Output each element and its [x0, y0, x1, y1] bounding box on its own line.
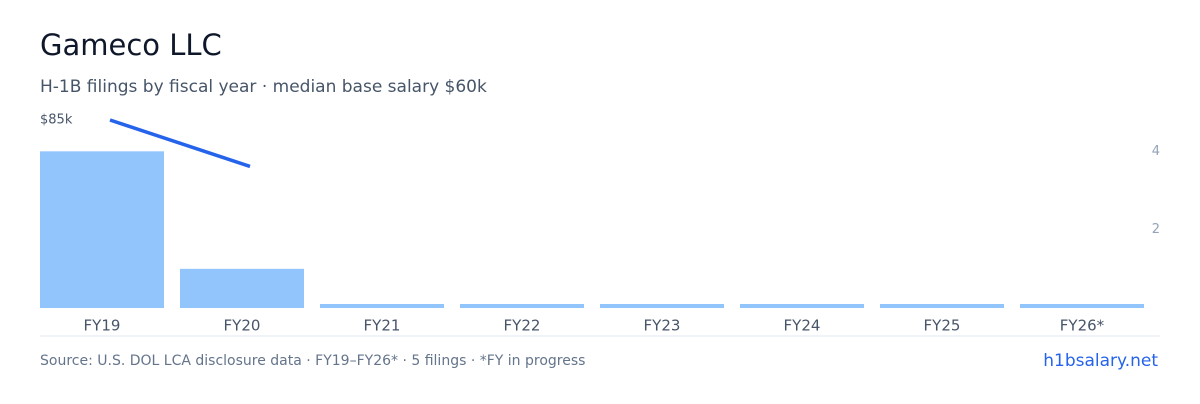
salary-line: [109, 118, 251, 169]
bar: [740, 304, 864, 308]
x-tick-label: FY21: [364, 317, 401, 335]
x-tick-label: FY23: [644, 317, 681, 335]
chart-subtitle: H-1B filings by fiscal year · median bas…: [40, 77, 487, 97]
x-tick-label: FY25: [924, 317, 961, 335]
bar: [1020, 304, 1144, 308]
bar: [40, 151, 164, 308]
bar: [180, 268, 304, 308]
source-note: Source: U.S. DOL LCA disclosure data · F…: [40, 353, 585, 369]
x-tick-label: FY22: [504, 317, 541, 335]
y2-tick-label: 2: [1152, 222, 1160, 237]
y-tick-label: $85k: [40, 113, 73, 128]
x-tick-label: FY19: [84, 317, 121, 335]
bar: [460, 304, 584, 308]
bar: [880, 304, 1004, 308]
x-tick-label: FY20: [224, 317, 261, 335]
y2-tick-label: 4: [1152, 144, 1160, 159]
chart-title: Gameco LLC: [40, 28, 222, 62]
x-tick-label: FY26*: [1060, 317, 1105, 335]
bar: [600, 304, 724, 308]
bar: [320, 304, 444, 308]
site-link[interactable]: h1bsalary.net: [1043, 351, 1158, 371]
x-tick-label: FY24: [784, 317, 821, 335]
